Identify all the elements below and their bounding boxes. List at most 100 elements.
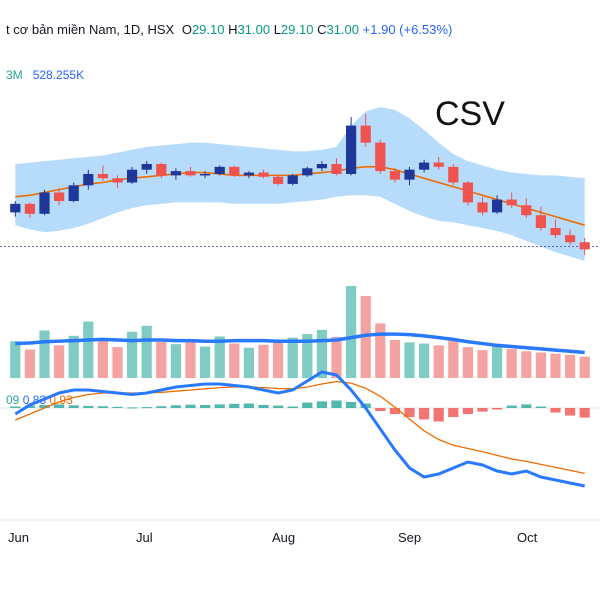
x-tick-label: Sep <box>398 530 422 545</box>
macd-signal-line <box>15 380 585 475</box>
candle-body <box>53 192 65 201</box>
open-value: 29.10 <box>191 22 225 37</box>
volume-bar <box>185 342 196 378</box>
macd-histogram-bar <box>375 408 386 411</box>
macd-histogram-bar <box>491 408 503 410</box>
volume-bar <box>24 349 36 378</box>
candle-body <box>83 173 94 186</box>
macd-histogram-bar <box>10 406 21 408</box>
volume-bar <box>521 351 532 378</box>
volume-legend-b: 528.255K <box>32 68 85 82</box>
close-label: C <box>317 22 327 37</box>
candle-body <box>448 166 459 183</box>
volume-bar <box>97 338 109 378</box>
open-label: O <box>181 22 192 37</box>
volume-bar <box>53 345 65 378</box>
volume-bar <box>404 342 415 378</box>
candle-body <box>535 215 547 229</box>
macd-histogram-bar <box>404 408 415 417</box>
candle-body <box>126 169 138 183</box>
candle-body <box>10 203 21 213</box>
candle-body <box>418 162 430 170</box>
macd-histogram-bar <box>272 405 284 408</box>
macd-histogram-bar <box>506 405 517 408</box>
volume-bar <box>258 344 269 378</box>
volume-bar <box>243 347 255 378</box>
volume-bar <box>506 348 517 378</box>
close-value: 31.00 <box>326 22 360 37</box>
volume-bar <box>112 347 123 378</box>
candle-body <box>462 182 474 203</box>
volume-bar <box>535 352 547 378</box>
volume-bar <box>448 340 459 378</box>
volume-legend-a: 3M <box>6 68 23 82</box>
volume-bar <box>10 341 21 378</box>
macd-histogram-bar <box>258 405 269 408</box>
volume-bar <box>141 325 152 378</box>
macd-histogram-bar <box>462 408 474 414</box>
volume-bar <box>433 345 444 378</box>
candle-body <box>170 171 182 176</box>
candle-body <box>375 142 386 172</box>
macd-line <box>14 370 586 488</box>
macd-histogram-bar <box>39 405 50 408</box>
macd-legend: 09 0.83 0.93 <box>6 393 73 407</box>
macd-histogram-bar <box>345 402 357 408</box>
bollinger-middle-line <box>15 166 585 226</box>
candle-body <box>345 125 357 174</box>
macd-histogram-bar <box>287 406 298 408</box>
macd-histogram-bar <box>68 405 79 408</box>
x-tick-label: Aug <box>272 530 296 545</box>
candle-body <box>579 242 590 250</box>
macd-histogram-bar <box>126 407 138 409</box>
ticker-watermark: CSV <box>435 95 505 133</box>
high-value: 31.00 <box>237 22 271 37</box>
volume-bar <box>68 335 79 378</box>
macd-histogram-bar <box>156 406 167 408</box>
candle-body <box>24 203 36 214</box>
bollinger-band-area <box>15 107 585 261</box>
low-label: L <box>273 22 281 37</box>
candle-body <box>156 164 167 176</box>
macd-histogram-bar <box>316 401 328 408</box>
volume-bar <box>39 330 50 378</box>
volume-bar <box>316 329 328 378</box>
candle-body <box>258 172 269 177</box>
macd-histogram-bar <box>199 405 211 408</box>
candle-body <box>491 199 503 213</box>
candle-body <box>199 173 211 176</box>
x-tick-label: Jun <box>8 530 29 545</box>
volume-bar <box>345 285 357 378</box>
macd-histogram-bar <box>418 408 430 420</box>
candle-body <box>433 162 444 167</box>
macd-histogram-bar <box>141 407 152 409</box>
volume-ma-line <box>15 332 585 355</box>
change-value: +1.90 (+6.53%) <box>362 22 453 37</box>
candle-body <box>477 202 488 213</box>
candle-body <box>360 125 371 143</box>
candle-body <box>39 192 50 214</box>
macd-legend-a: 09 <box>6 393 20 407</box>
macd-histogram-bar <box>433 408 444 422</box>
candle-body <box>389 171 401 180</box>
macd-histogram-bar <box>448 408 459 417</box>
volume-bar <box>272 340 284 378</box>
macd-histogram-bar <box>302 402 313 408</box>
macd-histogram-bar <box>243 403 255 408</box>
candle-body <box>185 171 196 176</box>
volume-bar <box>302 334 313 378</box>
macd-legend-b: 0.83 <box>22 393 47 407</box>
volume-bar <box>287 337 298 378</box>
candle-body <box>141 164 152 170</box>
macd-histogram-bar <box>170 405 182 408</box>
candle-body <box>112 178 123 183</box>
low-value: 29.10 <box>280 22 314 37</box>
x-tick-label: Oct <box>517 530 538 545</box>
volume-bar <box>389 340 401 378</box>
volume-bar <box>331 337 342 378</box>
candle-body <box>331 164 342 174</box>
candle-body <box>550 228 561 236</box>
macd-histogram-bar <box>331 400 342 408</box>
candle-body <box>243 172 255 176</box>
